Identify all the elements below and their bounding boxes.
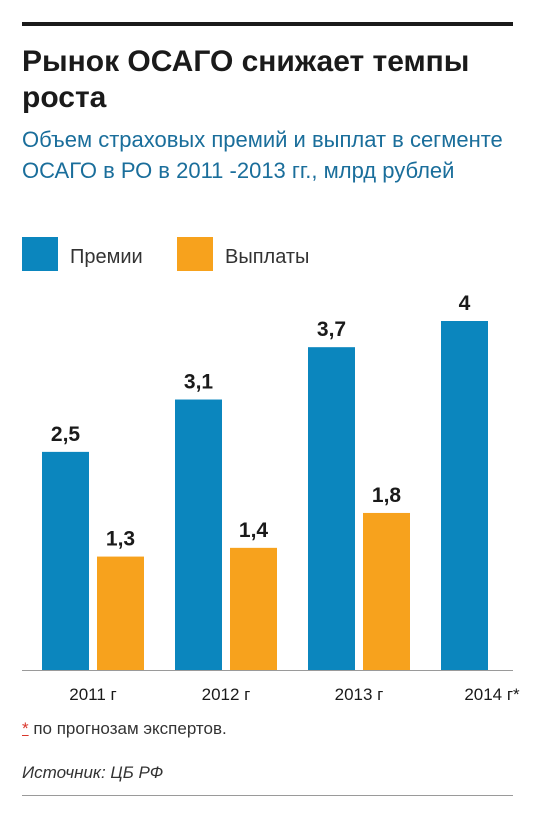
data-label-vyplaty-1: 1,4 (239, 519, 269, 542)
legend-swatch-vyplaty (177, 237, 213, 271)
legend-label-vyplaty: Выплаты (225, 246, 310, 268)
top-rule (22, 22, 513, 26)
bar-premii-2 (308, 347, 355, 670)
legend-swatch-premii (22, 237, 58, 271)
bar-chart: 2,5 1,3 2011 г 3,1 1,4 2012 г 3,7 1,8 2013 г 4 201… (22, 292, 520, 704)
data-label-vyplaty-2: 1,8 (372, 484, 402, 507)
bar-vyplaty-2 (363, 512, 410, 670)
chart-subtitle: Объем страховых премий и выплат в сегмен… (22, 127, 503, 183)
footnote-text: по прогнозам экспертов. (28, 719, 227, 738)
data-label-premii-2: 3,7 (317, 318, 346, 341)
bar-vyplaty-0 (97, 556, 144, 670)
data-label-premii-3: 4 (459, 292, 471, 315)
bar-premii-1 (175, 399, 222, 670)
legend-label-premii: Премии (70, 246, 143, 268)
x-tick-label-2: 2013 г (335, 685, 384, 704)
x-tick-label-1: 2012 г (202, 685, 251, 704)
bar-premii-0 (42, 451, 89, 670)
x-tick-label-0: 2011 г (69, 685, 116, 704)
footnote: * по прогнозам экспертов. (22, 718, 227, 740)
x-tick-label-3: 2014 г* (464, 685, 520, 704)
data-label-premii-1: 3,1 (184, 371, 214, 394)
bottom-rule (22, 795, 513, 796)
bar-vyplaty-1 (230, 547, 277, 670)
data-label-premii-0: 2,5 (51, 423, 81, 446)
source-note: Источник: ЦБ РФ (22, 763, 164, 782)
bar-premii-3 (441, 321, 488, 670)
data-label-vyplaty-0: 1,3 (106, 528, 135, 551)
chart-title: Рынок ОСАГО снижает темпы роста (22, 45, 470, 114)
footnote-marker: * (22, 719, 29, 738)
